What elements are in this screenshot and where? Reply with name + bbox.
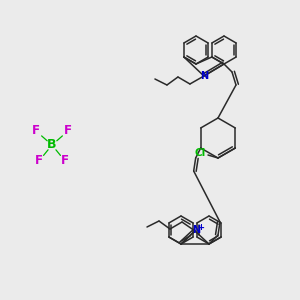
Text: F: F	[35, 154, 43, 167]
Text: +: +	[197, 224, 205, 232]
Text: F: F	[64, 124, 72, 137]
Text: F: F	[32, 124, 40, 137]
Text: N: N	[192, 225, 200, 235]
Text: Cl: Cl	[194, 148, 206, 158]
Text: B: B	[47, 139, 57, 152]
Text: F: F	[61, 154, 69, 167]
Text: N: N	[200, 71, 208, 81]
